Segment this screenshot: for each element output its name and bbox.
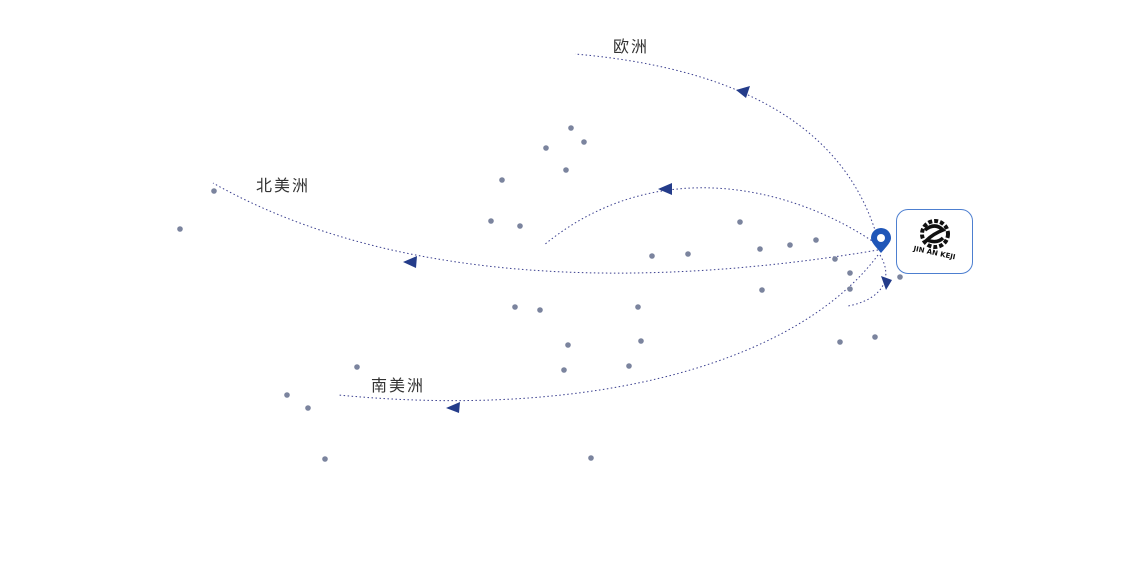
route-inner — [543, 187, 879, 246]
route-europe — [574, 53, 879, 241]
location-dot — [568, 125, 574, 131]
location-dot — [565, 342, 571, 348]
location-dot — [872, 334, 878, 340]
location-dot — [305, 405, 311, 411]
logo-mark: JIN AN KEJI — [912, 219, 956, 261]
region-label-europe: 欧洲 — [613, 37, 650, 56]
arrow-icon — [881, 276, 892, 290]
company-logo[interactable]: JIN AN KEJI — [896, 209, 973, 274]
location-dot — [284, 392, 290, 398]
location-dot — [626, 363, 632, 369]
location-dot — [322, 456, 328, 462]
arrow-icon — [658, 183, 672, 195]
location-dot — [759, 287, 765, 293]
location-dot — [488, 218, 494, 224]
location-dot — [847, 286, 853, 292]
location-dot — [832, 256, 838, 262]
location-dot — [512, 304, 518, 310]
location-dot — [685, 251, 691, 257]
location-dot — [638, 338, 644, 344]
location-dot — [837, 339, 843, 345]
location-dot — [581, 139, 587, 145]
location-dot — [897, 274, 903, 280]
location-dot — [847, 270, 853, 276]
region-label-north-america: 北美洲 — [256, 176, 311, 195]
location-dot — [787, 242, 793, 248]
location-dot — [543, 145, 549, 151]
map-pin-icon[interactable] — [871, 228, 891, 253]
location-dot — [563, 167, 569, 173]
location-dot — [177, 226, 183, 232]
location-dot — [649, 253, 655, 259]
location-dot — [561, 367, 567, 373]
location-dot — [737, 219, 743, 225]
location-dot — [499, 177, 505, 183]
route-short — [847, 254, 887, 307]
location-dot — [813, 237, 819, 243]
location-dot — [635, 304, 641, 310]
route-south-america — [337, 254, 879, 402]
location-dot — [354, 364, 360, 370]
arrow-icon — [736, 86, 750, 98]
location-dot — [537, 307, 543, 313]
arrow-icon — [403, 256, 417, 268]
location-dot — [517, 223, 523, 229]
location-dot — [757, 246, 763, 252]
location-dot — [588, 455, 594, 461]
location-dot — [211, 188, 217, 194]
arrow-icon — [446, 402, 460, 413]
region-label-south-america: 南美洲 — [371, 376, 426, 395]
route-north-america — [212, 182, 879, 274]
